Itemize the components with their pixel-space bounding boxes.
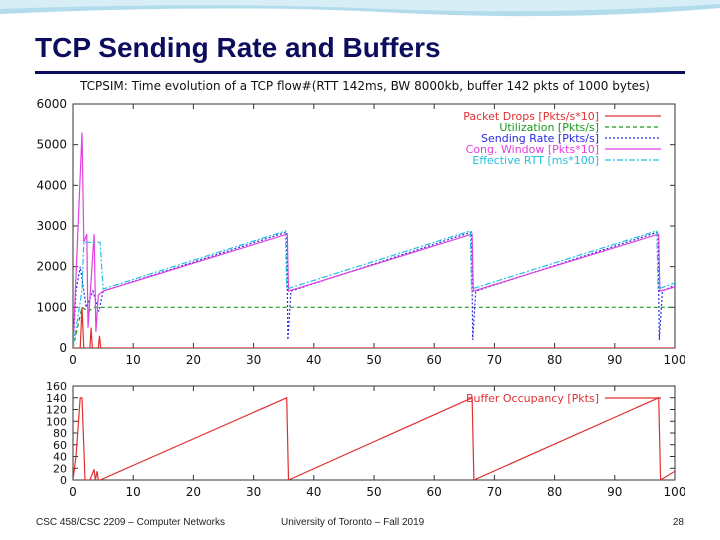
series-line-buffer-occupancy: [73, 396, 675, 480]
y-tick-label: 1000: [36, 300, 67, 314]
y-tick-label: 20: [53, 462, 67, 475]
x-tick-label: 90: [607, 485, 622, 499]
header-banner: [0, 0, 720, 17]
y-tick-label: 120: [46, 404, 67, 417]
legend-label-packet-drops: Packet Drops [Pkts/s*10]: [463, 110, 599, 123]
series-line-effective-rtt: [73, 230, 675, 348]
y-tick-label: 140: [46, 392, 67, 405]
series-line-cong-window: [73, 132, 675, 348]
x-tick-label: 10: [126, 485, 141, 499]
x-tick-label: 50: [366, 353, 381, 367]
x-tick-label: 70: [487, 353, 502, 367]
legend-label-cong-window: Cong. Window [Pkts*10]: [466, 143, 599, 156]
legend-label-buffer-occupancy: Buffer Occupancy [Pkts]: [466, 392, 599, 405]
y-tick-label: 6000: [36, 97, 67, 111]
x-tick-label: 80: [547, 353, 562, 367]
footer-university: University of Toronto – Fall 2019: [281, 517, 425, 528]
top-chart: 0 1000 2000 3000 4000 5000 6000 0 10 20 30 40 50 60 70…: [36, 97, 685, 367]
x-tick-label: 60: [427, 353, 442, 367]
x-tick-label: 60: [427, 485, 442, 499]
y-tick-label: 2000: [36, 260, 67, 274]
y-tick-label: 80: [53, 427, 67, 440]
x-tick-label: 50: [366, 485, 381, 499]
x-tick-label: 10: [126, 353, 141, 367]
footer-course: CSC 458/CSC 2209 – Computer Networks: [36, 517, 225, 528]
x-tick-label: 20: [186, 353, 201, 367]
y-tick-label: 40: [53, 451, 67, 464]
x-tick-label: 100: [664, 353, 685, 367]
x-tick-label: 80: [547, 485, 562, 499]
tcpsim-figure: TCPSIM: Time evolution of a TCP flow#(RT…: [36, 79, 685, 499]
x-tick-label: 40: [306, 485, 321, 499]
chart-title: TCPSIM: Time evolution of a TCP flow#(RT…: [79, 79, 650, 93]
x-tick-label: 70: [487, 485, 502, 499]
x-tick-label: 90: [607, 353, 622, 367]
y-tick-label: 60: [53, 439, 67, 452]
plot-frame: [72, 385, 676, 481]
series-line-utilization: [73, 306, 675, 348]
x-tick-label: 30: [246, 353, 261, 367]
x-tick-label: 0: [69, 353, 77, 367]
y-tick-label: 3000: [36, 219, 67, 233]
legend-label-sending-rate: Sending Rate [Pkts/s]: [481, 132, 599, 145]
title-underline: [35, 71, 685, 74]
y-tick-label: 160: [46, 380, 67, 393]
series-line-sending-rate: [73, 231, 675, 348]
page-number: 28: [672, 517, 684, 528]
x-tick-label: 30: [246, 485, 261, 499]
x-tick-label: 40: [306, 353, 321, 367]
slide-title: TCP Sending Rate and Buffers: [35, 32, 441, 63]
legend-label-effective-rtt: Effective RTT [ms*100]: [472, 154, 599, 167]
x-tick-label: 0: [69, 485, 77, 499]
y-tick-label: 5000: [36, 138, 67, 152]
legend-label-utilization: Utilization [Pkts/s]: [499, 121, 599, 134]
x-tick-label: 20: [186, 485, 201, 499]
y-tick-label: 100: [46, 415, 67, 428]
y-tick-label: 0: [60, 474, 67, 487]
y-tick-label: 4000: [36, 178, 67, 192]
series-line-packet-drops: [73, 307, 675, 348]
y-tick-label: 0: [59, 341, 67, 355]
x-tick-label: 100: [664, 485, 685, 499]
